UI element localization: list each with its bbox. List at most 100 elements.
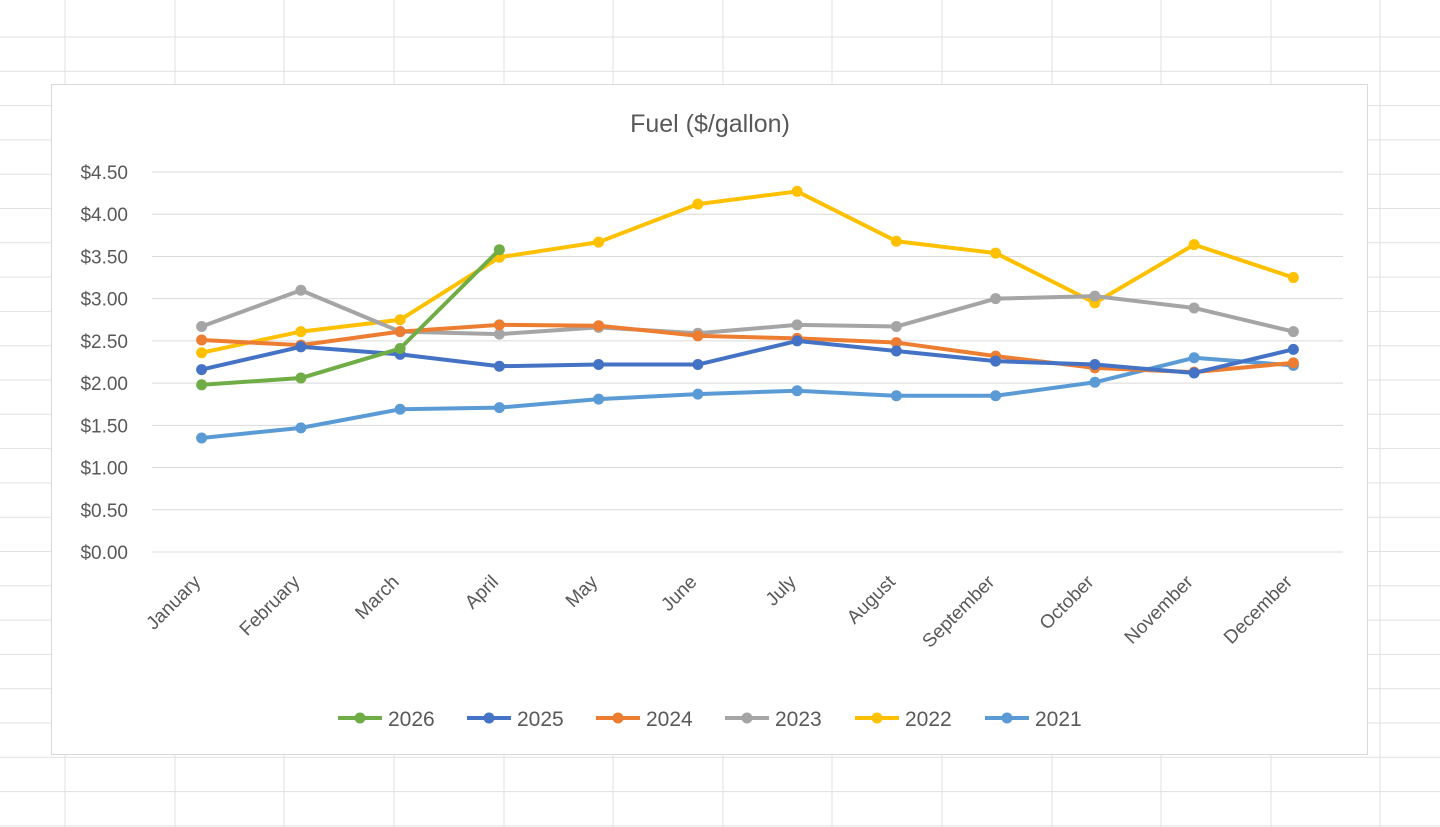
y-tick-label: $2.00 [80, 374, 128, 395]
data-point-2023[interactable] [1287, 326, 1299, 338]
data-point-2024[interactable] [692, 330, 704, 342]
legend-marker [871, 712, 883, 724]
series-2026 [196, 244, 505, 391]
data-point-2024[interactable] [196, 334, 208, 346]
legend: 2026 2025 2024 2023 2022 2021 [338, 708, 1082, 731]
data-point-2022[interactable] [791, 185, 803, 197]
data-point-2025[interactable] [295, 341, 307, 353]
data-point-2021[interactable] [890, 390, 902, 402]
chart-area[interactable]: Fuel ($/gallon) $0.00 $0.50 $1.00 $1.50 $2.0… [51, 84, 1368, 755]
data-point-2022[interactable] [196, 347, 208, 359]
legend-item-2022[interactable]: 2022 [855, 708, 952, 731]
legend-label: 2021 [1035, 708, 1082, 731]
series-line-2023[interactable] [199, 288, 1296, 337]
legend-label: 2026 [388, 708, 435, 731]
x-axis-tick-labels: January February March April May June July Augu… [143, 571, 1298, 652]
data-point-2026[interactable] [295, 372, 307, 384]
data-point-2022[interactable] [295, 326, 307, 338]
data-point-2021[interactable] [1188, 352, 1200, 364]
data-point-2026[interactable] [394, 342, 406, 354]
legend-label: 2024 [646, 708, 693, 731]
data-point-2022[interactable] [1287, 272, 1299, 284]
data-point-2026[interactable] [493, 244, 505, 256]
data-point-2024[interactable] [1287, 357, 1299, 369]
data-point-2025[interactable] [692, 359, 704, 371]
y-tick-label: $4.00 [80, 205, 128, 226]
chart-title: Fuel ($/gallon) [630, 110, 790, 138]
data-point-2025[interactable] [791, 335, 803, 347]
data-point-2022[interactable] [394, 314, 406, 326]
legend-item-2024[interactable]: 2024 [596, 708, 693, 731]
data-point-2024[interactable] [890, 337, 902, 349]
series-line-2021[interactable] [199, 355, 1296, 440]
x-tick-label: July [762, 571, 801, 610]
data-point-2025[interactable] [890, 345, 902, 357]
data-point-2023[interactable] [990, 293, 1002, 305]
y-tick-label: $0.50 [80, 501, 128, 522]
gridlines [152, 171, 1343, 553]
data-point-2023[interactable] [295, 284, 307, 296]
series-line-2022[interactable] [199, 189, 1296, 355]
data-point-2022[interactable] [890, 235, 902, 247]
data-point-2022[interactable] [990, 247, 1002, 259]
data-point-2024[interactable] [394, 326, 406, 338]
series-line-2026[interactable] [199, 247, 502, 387]
legend-label: 2022 [905, 708, 952, 731]
data-point-2025[interactable] [593, 359, 605, 371]
legend-label: 2023 [775, 708, 822, 731]
data-point-2021[interactable] [791, 385, 803, 397]
data-point-2022[interactable] [692, 198, 704, 210]
x-tick-label: February [236, 571, 305, 640]
data-point-2024[interactable] [593, 320, 605, 332]
x-tick-label: June [657, 572, 701, 616]
data-point-2025[interactable] [990, 355, 1002, 367]
data-point-2025[interactable] [493, 360, 505, 372]
y-tick-label: $0.00 [80, 543, 128, 564]
legend-item-2021[interactable]: 2021 [985, 708, 1082, 731]
data-point-2021[interactable] [1089, 376, 1101, 388]
x-tick-label: December [1220, 571, 1297, 648]
data-point-2021[interactable] [295, 422, 307, 434]
data-point-2021[interactable] [593, 393, 605, 405]
data-point-2026[interactable] [196, 379, 208, 391]
y-axis-tick-labels: $0.00 $0.50 $1.00 $1.50 $2.00 $2.50 $3.00 $3.50… [80, 163, 128, 564]
data-point-2024[interactable] [493, 319, 505, 331]
data-point-2021[interactable] [990, 390, 1002, 402]
data-point-2021[interactable] [196, 432, 208, 444]
legend-item-2023[interactable]: 2023 [725, 708, 822, 731]
y-tick-label: $1.50 [80, 416, 128, 437]
legend-marker [483, 712, 495, 724]
line-chart: Fuel ($/gallon) $0.00 $0.50 $1.00 $1.50 $2.0… [80, 110, 1343, 731]
data-point-2022[interactable] [1188, 239, 1200, 251]
data-point-2025[interactable] [1188, 367, 1200, 379]
y-tick-label: $1.00 [80, 459, 128, 480]
y-tick-label: $4.50 [80, 163, 128, 184]
data-point-2025[interactable] [196, 364, 208, 376]
x-tick-label: April [461, 572, 503, 614]
x-tick-label: October [1036, 571, 1099, 634]
data-point-2021[interactable] [493, 402, 505, 414]
x-tick-label: August [843, 571, 900, 628]
data-point-2022[interactable] [593, 236, 605, 248]
y-tick-label: $3.50 [80, 247, 128, 268]
data-point-2025[interactable] [1287, 343, 1299, 355]
series-2023 [196, 284, 1299, 340]
data-point-2023[interactable] [1089, 290, 1101, 302]
x-tick-label: March [351, 572, 403, 624]
data-point-2023[interactable] [791, 319, 803, 331]
legend-item-2025[interactable]: 2025 [467, 708, 564, 731]
data-point-2023[interactable] [196, 321, 208, 333]
legend-marker [1001, 712, 1013, 724]
y-tick-label: $2.50 [80, 332, 128, 353]
series-line-2024[interactable] [199, 322, 1296, 375]
x-tick-label: January [143, 571, 206, 634]
data-point-2025[interactable] [1089, 359, 1101, 371]
data-point-2023[interactable] [493, 328, 505, 340]
data-point-2023[interactable] [890, 321, 902, 333]
data-point-2021[interactable] [394, 403, 406, 415]
data-point-2021[interactable] [692, 388, 704, 400]
legend-item-2026[interactable]: 2026 [338, 708, 435, 731]
series-2021 [196, 352, 1299, 444]
legend-marker [612, 712, 624, 724]
data-point-2023[interactable] [1188, 302, 1200, 314]
